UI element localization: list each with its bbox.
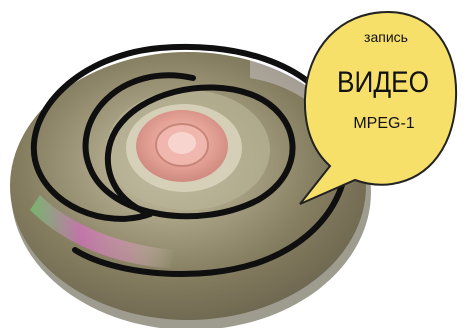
bubble-line-format: MPEG-1 — [353, 115, 414, 132]
bubble-line-record: запись — [364, 29, 408, 45]
spiral-graphic — [30, 43, 350, 278]
speech-bubble — [299, 10, 458, 205]
bubble-line-video: ВИДЕО — [337, 66, 429, 99]
